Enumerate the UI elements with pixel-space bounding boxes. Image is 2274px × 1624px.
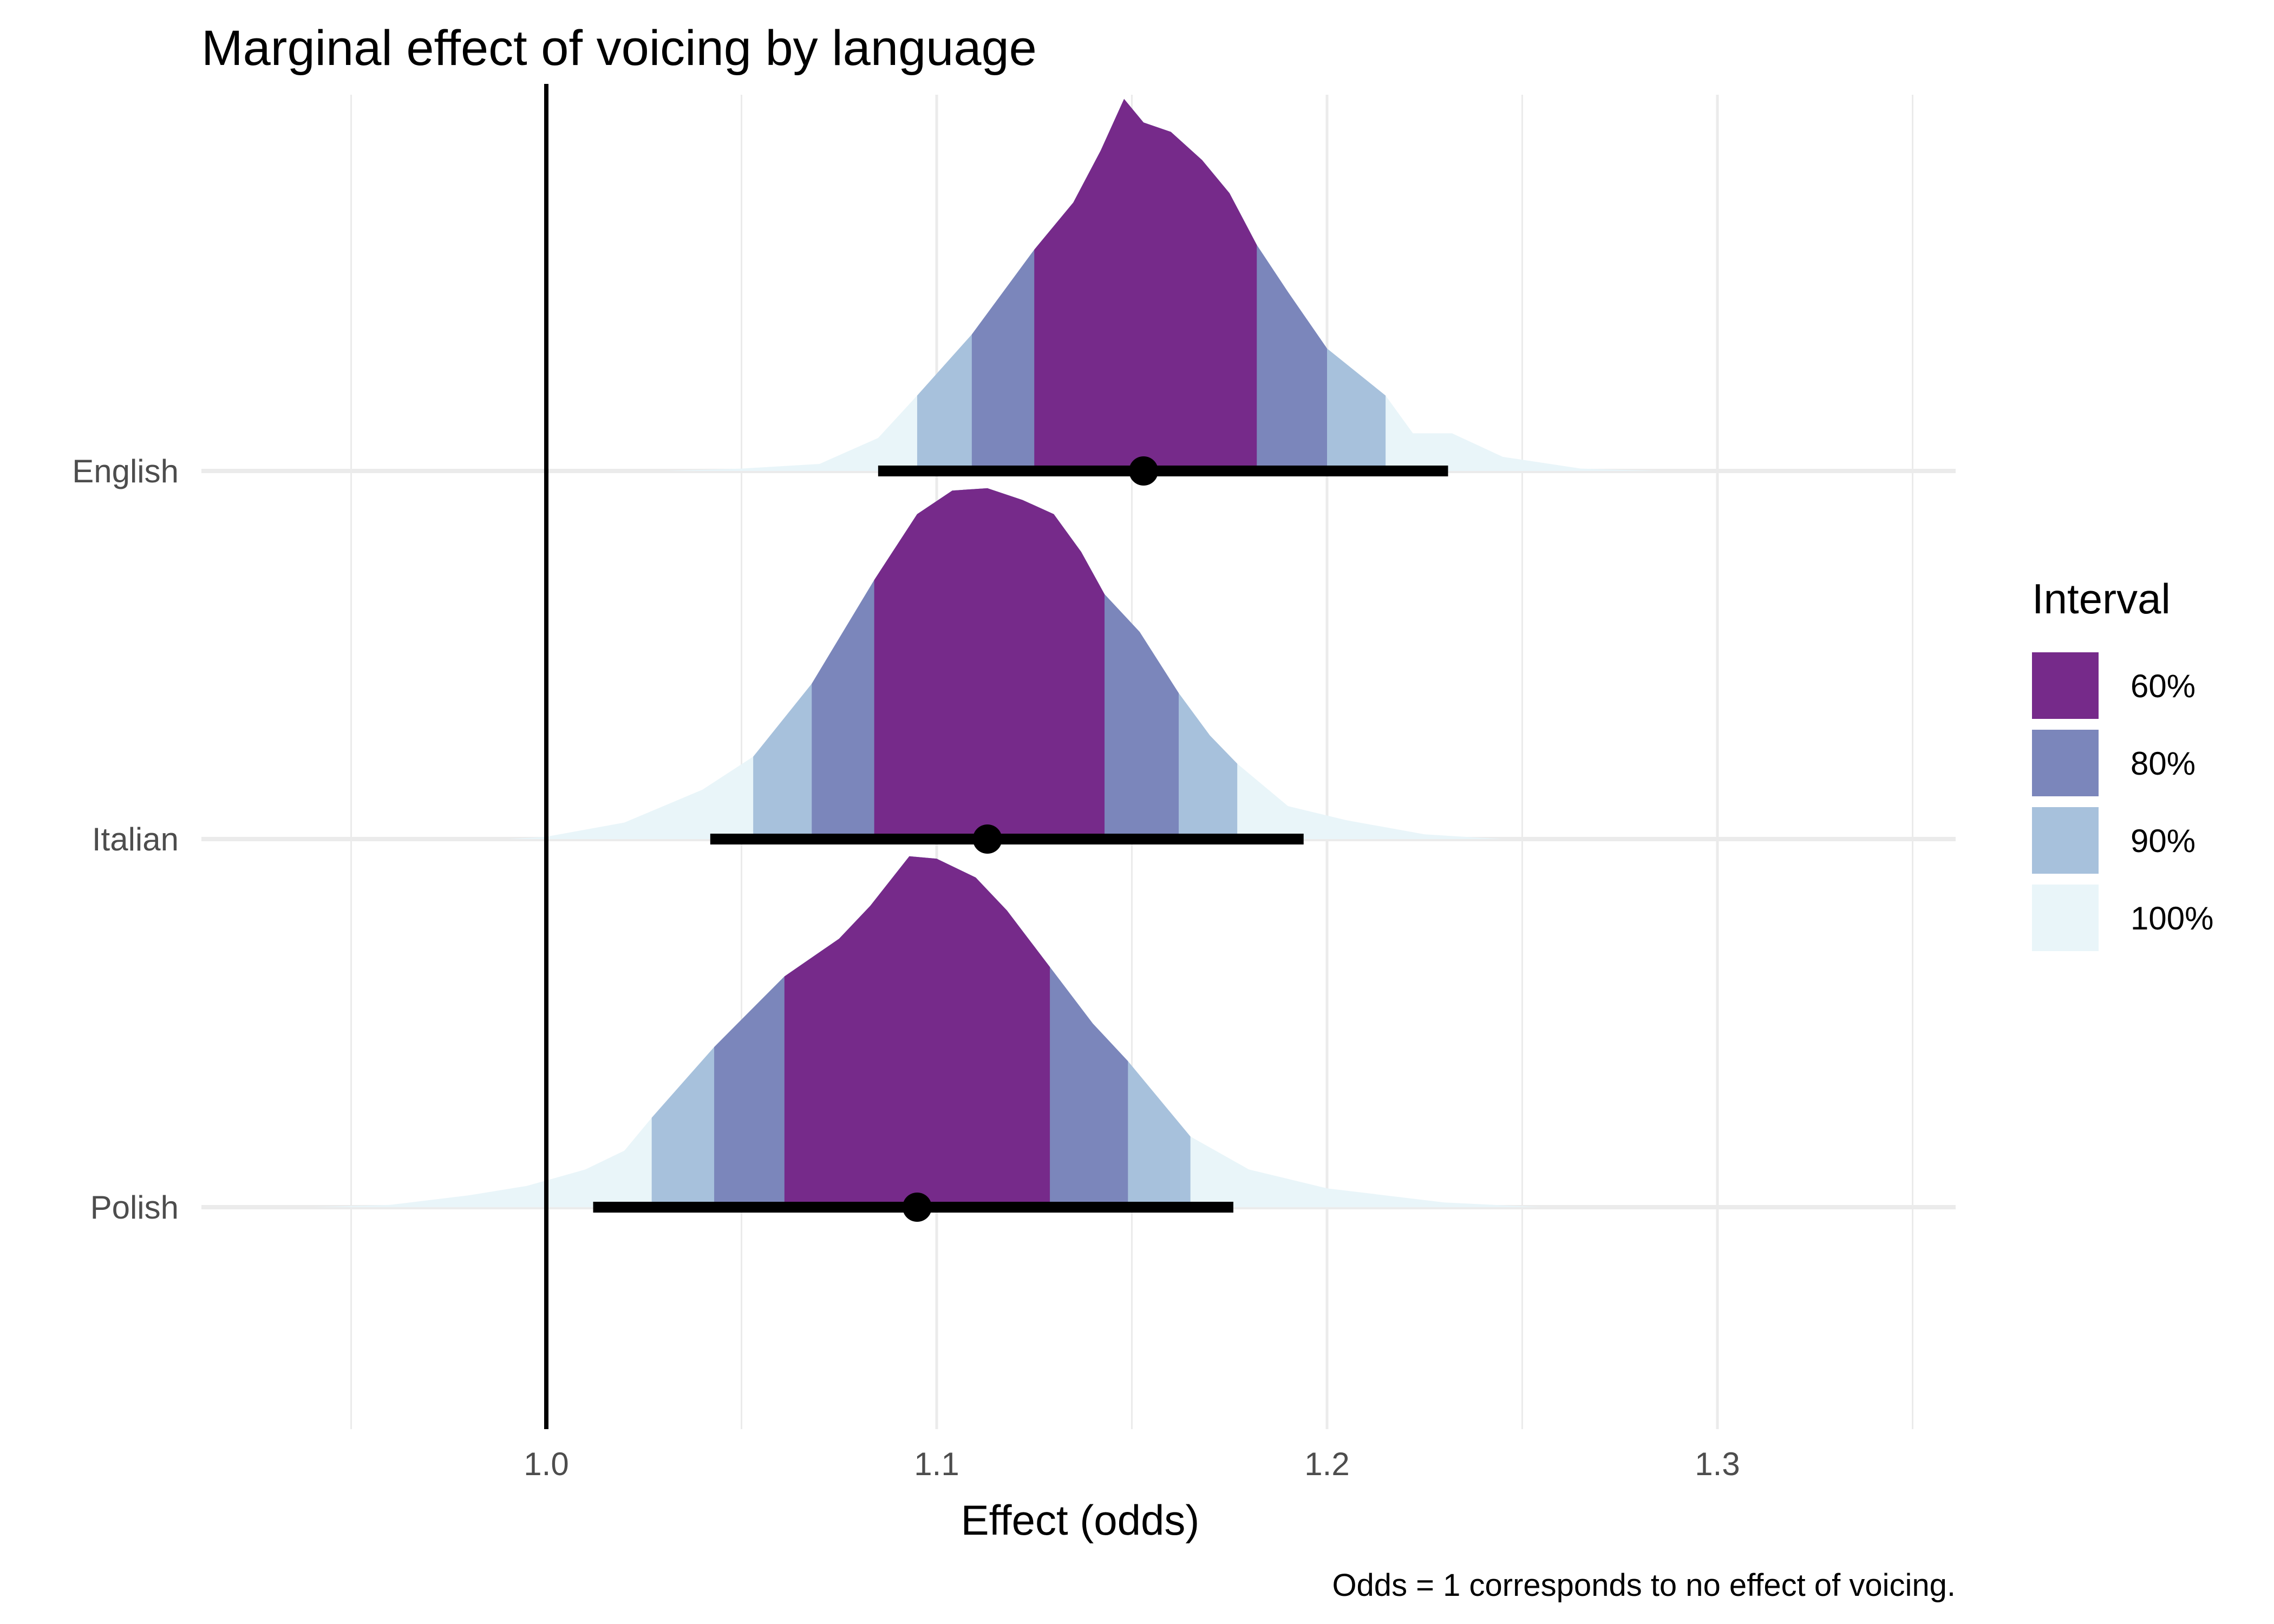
legend-title: Interval <box>2032 575 2171 623</box>
median-point-english <box>1129 456 1159 486</box>
x-tick-label: 1.1 <box>914 1446 959 1482</box>
legend-key <box>2032 807 2099 874</box>
legend-label: 100% <box>2131 900 2213 937</box>
y-tick-label: Polish <box>90 1189 179 1226</box>
legend-label: 90% <box>2131 823 2195 859</box>
legend-key <box>2032 730 2099 796</box>
x-tick-label: 1.0 <box>524 1446 568 1482</box>
legend: Interval 60% 80% 90% 100% <box>2032 575 2213 951</box>
legend-item: 60% <box>2032 652 2195 719</box>
chart-title: Marginal effect of voicing by language <box>201 21 1037 76</box>
legend-key <box>2032 885 2099 951</box>
legend-entries: 60% 80% 90% 100% <box>2032 652 2213 951</box>
legend-label: 80% <box>2131 745 2195 782</box>
legend-item: 90% <box>2032 807 2195 874</box>
y-tick-labels: English Italian Polish <box>72 453 179 1226</box>
band-60 <box>874 488 1105 839</box>
x-axis-title: Effect (odds) <box>961 1496 1200 1544</box>
legend-key <box>2032 652 2099 719</box>
x-tick-labels: 1.0 1.1 1.2 1.3 <box>524 1446 1740 1482</box>
legend-item: 100% <box>2032 885 2213 951</box>
x-tick-label: 1.3 <box>1695 1446 1740 1482</box>
caption: Odds = 1 corresponds to no effect of voi… <box>1332 1568 1956 1603</box>
median-point-italian <box>972 824 1002 854</box>
legend-label: 60% <box>2131 668 2195 704</box>
legend-item: 80% <box>2032 730 2195 796</box>
median-point-polish <box>902 1193 932 1222</box>
y-tick-label: Italian <box>92 821 179 857</box>
x-tick-label: 1.2 <box>1304 1446 1349 1482</box>
y-tick-label: English <box>72 453 179 489</box>
interval-lines <box>593 456 1448 1222</box>
